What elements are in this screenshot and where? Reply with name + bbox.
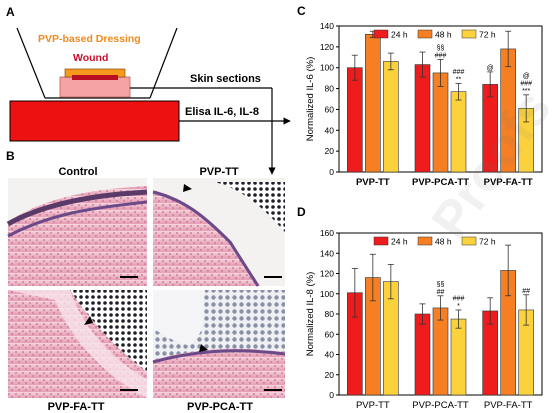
bar-48h-pvp-pca-tt [432,72,449,173]
significance-mark: *** [522,88,530,95]
bar-48h-pvp-fa-tt [500,48,516,173]
y-tick-label: 40 [325,125,335,135]
legend-swatch [461,29,477,39]
significance-mark: §§ [437,281,445,288]
category-label: PVP-PCA-TT [412,177,469,188]
y-tick-label: 120 [320,269,334,279]
bar-24h-pvp-pca-tt [414,313,431,396]
y-tick-label: 80 [325,84,335,94]
y-tick-label: 0 [329,390,334,400]
y-tick-label: 60 [325,104,335,114]
legend-swatch [417,236,433,246]
panel-c-letter: C [297,4,306,18]
legend-swatch [373,29,389,39]
y-tick-label: 120 [320,42,334,52]
y-tick-label: 80 [325,309,335,319]
bar-24h-pvp-fa-tt [482,84,498,173]
y-tick-label: 40 [325,350,335,360]
y-tick-label: 60 [325,329,335,339]
legend-label: 48 h [435,30,452,40]
significance-mark: §§ [437,45,445,52]
significance-mark: ### [453,69,465,76]
significance-mark: @ [523,73,530,80]
chart-il8: 0 20 40 60 80 100 120 140 160 Normalized IL-8 (%)… [305,228,543,411]
beaker-left-wall [16,27,46,99]
bar-48h-pvp-tt [365,34,381,173]
significance-mark: ## [437,289,445,296]
y-tick-label: 0 [329,167,334,177]
significance-mark: ** [456,76,462,83]
bar-48h-pvp-pca-tt [432,307,449,396]
significance-mark: ### [453,295,465,302]
panel-a-letter: A [6,5,15,19]
bar-72h-pvp-pca-tt [450,91,467,173]
skin-sections-label: Skin sections [190,73,261,85]
elisa-label: Elisa IL-6, IL-8 [185,106,259,118]
legend-swatch [417,29,433,39]
category-label: PVP-FA-TT [484,177,533,188]
y-tick-label: 20 [325,370,335,380]
category-label: PVP-TT [356,177,390,188]
y-tick-label: 100 [320,289,334,299]
legend-label: 48 h [435,237,452,247]
chart-il6: 0 20 40 60 80 100 120 140 Normalized IL-6 (%) PVP… [305,21,543,188]
y-tick-label: 140 [320,248,334,258]
y-tick-label: 20 [325,146,335,156]
bar-72h-pvp-tt [383,61,399,173]
y-tick-label: 140 [320,21,334,31]
wound-label: Wound [73,52,108,64]
wound-mark [72,75,118,80]
legend-swatch [461,236,477,246]
bar-72h-pvp-pca-tt [450,318,467,396]
category-label: PVP-FA-TT [484,400,533,411]
dressing-label: PVP-based Dressing [38,33,141,45]
bar-24h-pvp-tt [347,67,363,173]
bar-24h-pvp-pca-tt [414,64,431,173]
legend-label: 24 h [391,237,408,247]
significance-mark: @ [487,65,494,72]
significance-mark: ### [520,80,532,87]
significance-mark: * [457,303,460,310]
significance-mark: ## [522,288,530,295]
y-axis-label: Normalized IL-8 (%) [305,272,316,356]
legend-label: 24 h [391,30,408,40]
legend-swatch [373,236,389,246]
significance-mark: ### [435,52,447,59]
legend-label: 72 h [479,237,496,247]
culture-medium [9,100,180,142]
category-label: PVP-PCA-TT [412,400,469,411]
category-label: PVP-TT [356,400,390,411]
y-tick-label: 100 [320,63,334,73]
y-tick-label: 160 [320,228,334,238]
beaker-right-wall [149,27,178,99]
legend-label: 72 h [479,30,496,40]
panel-d-letter: D [297,205,306,219]
y-axis-label: Normalized IL-6 (%) [305,57,316,141]
